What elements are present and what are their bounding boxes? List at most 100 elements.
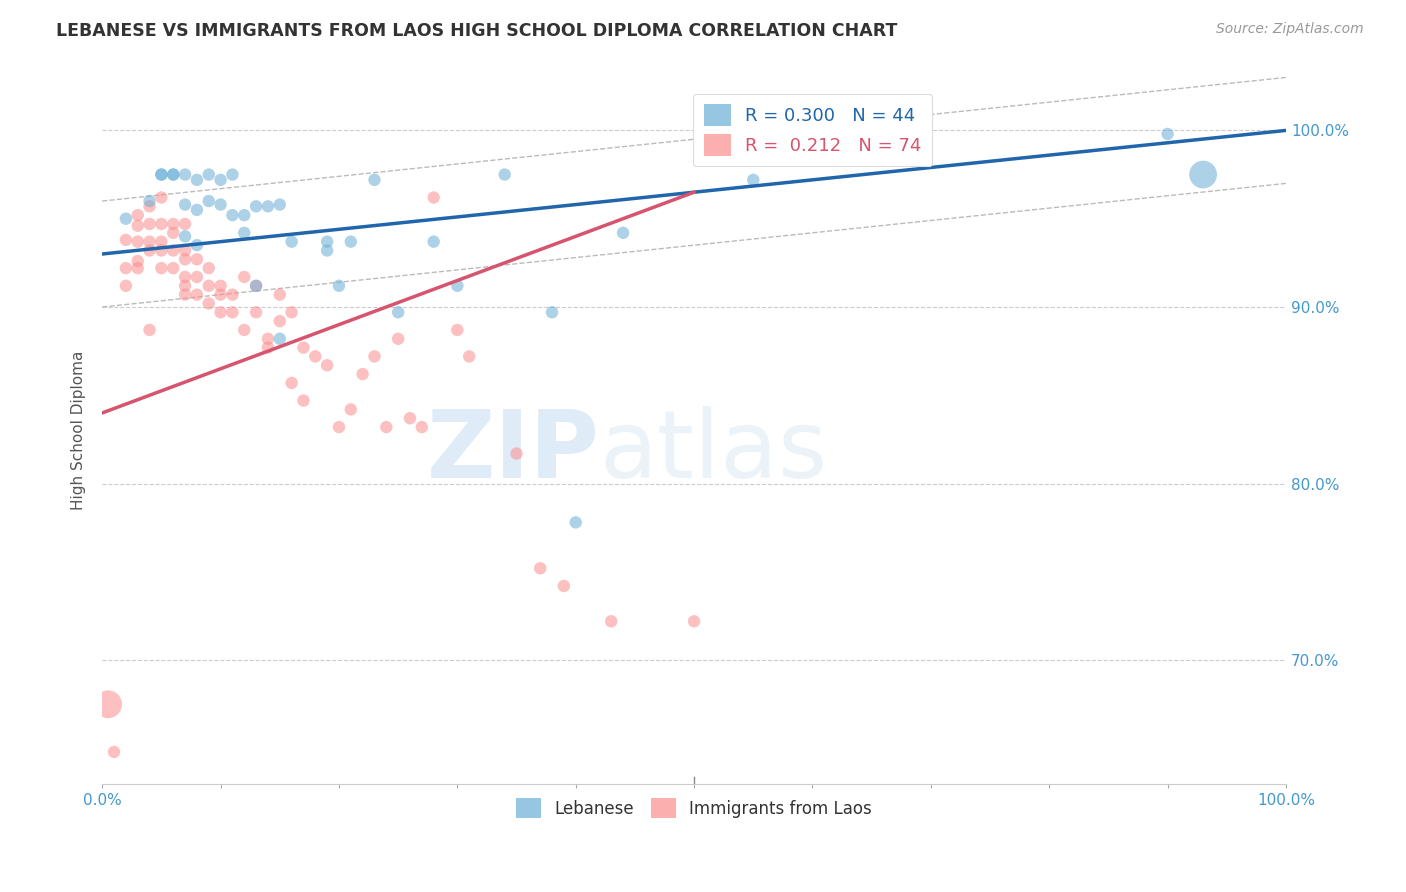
Point [233, 323, 256, 337]
Point [209, 305, 232, 319]
Legend: Lebanese, Immigrants from Laos: Lebanese, Immigrants from Laos [509, 791, 879, 825]
Point [115, 233, 138, 247]
Point [292, 341, 315, 355]
Point [186, 287, 208, 301]
Text: Source: ZipAtlas.com: Source: ZipAtlas.com [1216, 22, 1364, 37]
Point [304, 350, 326, 364]
Point [162, 226, 184, 240]
Point [186, 173, 208, 187]
Point [399, 411, 422, 425]
Point [127, 219, 149, 233]
Point [494, 168, 516, 182]
Point [209, 173, 232, 187]
Point [269, 197, 291, 211]
Point [103, 745, 125, 759]
Point [150, 217, 173, 231]
Point [328, 278, 350, 293]
Point [138, 323, 160, 337]
Point [411, 420, 433, 434]
Point [174, 287, 197, 301]
Point [174, 278, 197, 293]
Point [564, 516, 586, 530]
Point [209, 278, 232, 293]
Point [340, 235, 363, 249]
Point [150, 244, 173, 258]
Point [138, 199, 160, 213]
Point [612, 226, 634, 240]
Point [115, 211, 138, 226]
Point [529, 561, 551, 575]
Point [138, 244, 160, 258]
Point [162, 244, 184, 258]
Point [1156, 127, 1178, 141]
Point [387, 305, 409, 319]
Point [150, 235, 173, 249]
Point [127, 208, 149, 222]
Point [174, 252, 197, 267]
Point [375, 420, 398, 434]
Point [458, 350, 481, 364]
Point [197, 261, 219, 276]
Point [1192, 168, 1215, 182]
Point [186, 252, 208, 267]
Point [683, 615, 706, 629]
Point [245, 305, 267, 319]
Point [197, 296, 219, 310]
Point [209, 287, 232, 301]
Point [422, 190, 444, 204]
Text: LEBANESE VS IMMIGRANTS FROM LAOS HIGH SCHOOL DIPLOMA CORRELATION CHART: LEBANESE VS IMMIGRANTS FROM LAOS HIGH SC… [56, 22, 897, 40]
Point [174, 270, 197, 285]
Point [221, 168, 243, 182]
Text: atlas: atlas [599, 406, 828, 498]
Point [138, 235, 160, 249]
Point [197, 168, 219, 182]
Point [505, 446, 527, 460]
Point [280, 235, 302, 249]
Y-axis label: High School Diploma: High School Diploma [72, 351, 86, 510]
Point [150, 261, 173, 276]
Point [221, 305, 243, 319]
Point [352, 367, 374, 381]
Point [233, 208, 256, 222]
Point [316, 358, 339, 372]
Point [186, 270, 208, 285]
Point [197, 278, 219, 293]
Point [446, 278, 468, 293]
Point [127, 261, 149, 276]
Point [115, 261, 138, 276]
Point [269, 287, 291, 301]
Point [245, 199, 267, 213]
Point [269, 332, 291, 346]
Point [280, 305, 302, 319]
Point [174, 197, 197, 211]
Point [162, 168, 184, 182]
Point [553, 579, 575, 593]
Point [541, 305, 564, 319]
Text: ZIP: ZIP [426, 406, 599, 498]
Point [245, 278, 267, 293]
Point [446, 323, 468, 337]
Point [257, 199, 280, 213]
Point [245, 278, 267, 293]
Point [174, 168, 197, 182]
Point [600, 615, 623, 629]
Point [233, 270, 256, 285]
Point [127, 254, 149, 268]
Point [209, 197, 232, 211]
Point [186, 202, 208, 217]
Point [316, 244, 339, 258]
Point [422, 235, 444, 249]
Point [257, 332, 280, 346]
Point [127, 235, 149, 249]
Point [150, 168, 173, 182]
Point [742, 173, 765, 187]
Point [340, 402, 363, 417]
Point [257, 341, 280, 355]
Point [174, 229, 197, 244]
Point [221, 287, 243, 301]
Point [280, 376, 302, 390]
Point [197, 194, 219, 208]
Point [174, 244, 197, 258]
Point [387, 332, 409, 346]
Point [162, 168, 184, 182]
